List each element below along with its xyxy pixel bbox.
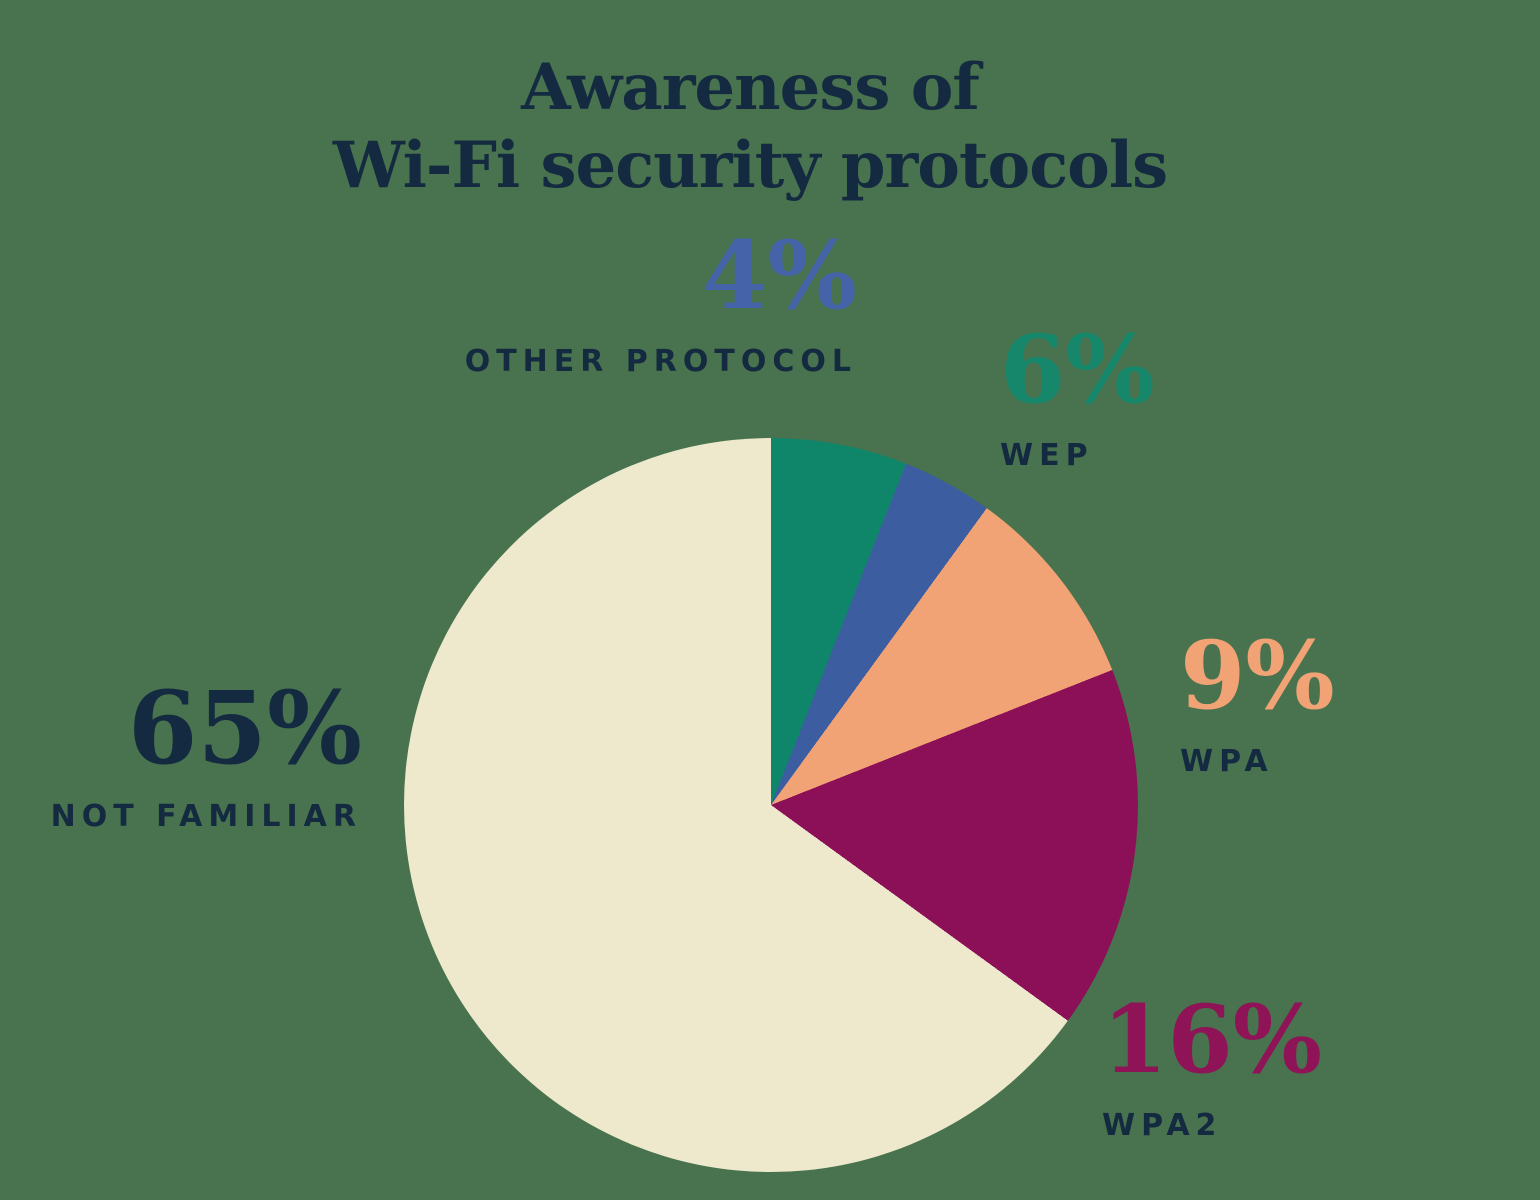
callout-wpa-value: 9%	[1180, 621, 1335, 731]
callout-wep: 6% WEP	[1000, 323, 1155, 471]
callout-other-protocol-value: 4%	[702, 221, 857, 331]
callout-wpa2: 16% WPA2	[1102, 993, 1322, 1141]
pie-chart	[404, 438, 1138, 1172]
callout-other-protocol: 4% OTHER PROTOCOL	[465, 229, 857, 377]
callout-wep-label: WEP	[1000, 438, 1094, 473]
callout-wpa2-value: 16%	[1102, 985, 1323, 1095]
callout-not-familiar: 65% NOT FAMILIAR	[51, 678, 362, 832]
callout-other-protocol-label: OTHER PROTOCOL	[464, 344, 857, 379]
callout-not-familiar-label: NOT FAMILIAR	[50, 799, 362, 834]
chart-title-line1: Awareness of	[521, 49, 980, 125]
callout-wpa: 9% WPA	[1180, 629, 1335, 777]
callout-wep-value: 6%	[1000, 315, 1155, 425]
callout-not-familiar-value: 65%	[127, 669, 362, 787]
callout-wpa-label: WPA	[1180, 744, 1274, 779]
chart-title-line2: Wi-Fi security protocols	[332, 127, 1168, 203]
callout-wpa2-label: WPA2	[1102, 1108, 1223, 1143]
chart-title: Awareness of Wi-Fi security protocols	[0, 49, 1500, 205]
